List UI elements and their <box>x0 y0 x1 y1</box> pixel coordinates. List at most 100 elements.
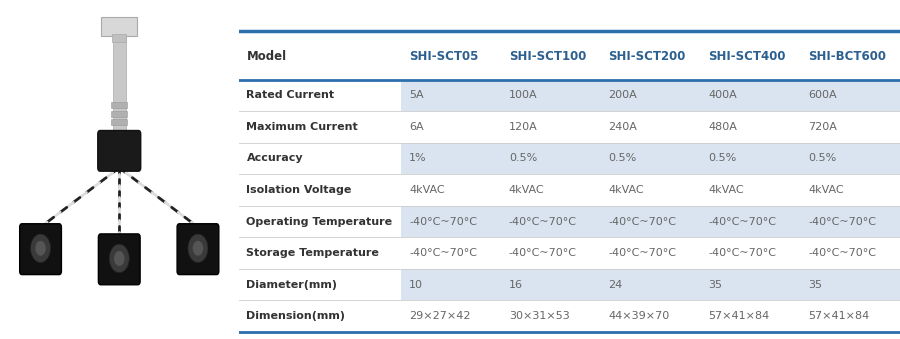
Circle shape <box>114 251 124 266</box>
Bar <box>401 143 501 174</box>
Text: Operating Temperature: Operating Temperature <box>247 217 392 226</box>
Text: -40°C~70°C: -40°C~70°C <box>708 248 777 258</box>
Bar <box>600 111 700 143</box>
Bar <box>401 206 501 237</box>
Bar <box>501 269 600 300</box>
Bar <box>800 111 900 143</box>
Bar <box>700 269 800 300</box>
FancyBboxPatch shape <box>98 131 140 171</box>
Circle shape <box>35 241 46 256</box>
Text: 29×27×42: 29×27×42 <box>409 311 471 321</box>
Text: 4kVAC: 4kVAC <box>608 185 644 195</box>
Circle shape <box>188 234 208 262</box>
FancyBboxPatch shape <box>177 224 219 275</box>
Bar <box>600 80 700 111</box>
Text: 100A: 100A <box>508 91 537 100</box>
Text: Isolation Voltage: Isolation Voltage <box>247 185 352 195</box>
Text: SHI-SCT200: SHI-SCT200 <box>608 50 686 63</box>
Text: -40°C~70°C: -40°C~70°C <box>708 217 777 226</box>
Text: SHI-SCT100: SHI-SCT100 <box>508 50 586 63</box>
Bar <box>800 300 900 332</box>
Text: Dimension(mm): Dimension(mm) <box>247 311 346 321</box>
Text: 120A: 120A <box>508 122 537 132</box>
Bar <box>600 237 700 269</box>
Bar <box>700 206 800 237</box>
Bar <box>501 300 600 332</box>
Text: Rated Current: Rated Current <box>247 91 335 100</box>
Bar <box>700 143 800 174</box>
Text: SHI-BCT600: SHI-BCT600 <box>808 50 886 63</box>
Bar <box>401 237 501 269</box>
Text: 1%: 1% <box>409 154 427 163</box>
Text: 480A: 480A <box>708 122 737 132</box>
Bar <box>501 237 600 269</box>
Text: SHI-SCT05: SHI-SCT05 <box>409 50 479 63</box>
Text: 44×39×70: 44×39×70 <box>608 311 670 321</box>
Bar <box>401 174 501 206</box>
Bar <box>700 300 800 332</box>
Text: 4kVAC: 4kVAC <box>808 185 844 195</box>
Text: 24: 24 <box>608 280 623 290</box>
Bar <box>600 206 700 237</box>
Bar <box>112 102 127 108</box>
Text: 600A: 600A <box>808 91 837 100</box>
Text: -40°C~70°C: -40°C~70°C <box>808 248 877 258</box>
Text: 30×31×53: 30×31×53 <box>508 311 570 321</box>
Bar <box>800 237 900 269</box>
Text: 200A: 200A <box>608 91 637 100</box>
Text: 57×41×84: 57×41×84 <box>808 311 869 321</box>
FancyBboxPatch shape <box>98 234 140 285</box>
Bar <box>800 174 900 206</box>
Bar <box>501 206 600 237</box>
Text: -40°C~70°C: -40°C~70°C <box>608 217 677 226</box>
Text: 0.5%: 0.5% <box>508 154 537 163</box>
Bar <box>401 300 501 332</box>
Bar <box>238 80 401 111</box>
Bar <box>238 269 401 300</box>
Bar <box>238 237 401 269</box>
Bar <box>238 143 401 174</box>
Circle shape <box>109 244 130 273</box>
Bar <box>700 80 800 111</box>
Bar <box>800 80 900 111</box>
Bar <box>501 174 600 206</box>
Bar <box>600 269 700 300</box>
Text: -40°C~70°C: -40°C~70°C <box>508 248 577 258</box>
Text: 4kVAC: 4kVAC <box>508 185 544 195</box>
Bar <box>401 269 501 300</box>
Text: 240A: 240A <box>608 122 637 132</box>
Text: 720A: 720A <box>808 122 837 132</box>
Text: Accuracy: Accuracy <box>247 154 303 163</box>
Text: 10: 10 <box>409 280 423 290</box>
Bar <box>501 143 600 174</box>
Bar <box>700 237 800 269</box>
Bar <box>700 174 800 206</box>
Text: 400A: 400A <box>708 91 737 100</box>
Bar <box>238 206 401 237</box>
Text: 5A: 5A <box>409 91 424 100</box>
Text: Maximum Current: Maximum Current <box>247 122 358 132</box>
Text: 16: 16 <box>508 280 523 290</box>
Text: -40°C~70°C: -40°C~70°C <box>508 217 577 226</box>
Text: 57×41×84: 57×41×84 <box>708 311 770 321</box>
Text: 0.5%: 0.5% <box>608 154 637 163</box>
Bar <box>238 174 401 206</box>
Text: 0.5%: 0.5% <box>708 154 736 163</box>
Bar <box>102 17 137 36</box>
Bar <box>800 143 900 174</box>
Bar <box>501 111 600 143</box>
Bar <box>112 111 127 117</box>
Bar <box>401 80 501 111</box>
Text: 6A: 6A <box>409 122 424 132</box>
Bar <box>112 34 126 42</box>
Text: 35: 35 <box>708 280 723 290</box>
Text: 35: 35 <box>808 280 823 290</box>
Bar <box>238 300 401 332</box>
Text: SHI-SCT400: SHI-SCT400 <box>708 50 786 63</box>
Bar <box>238 111 401 143</box>
Text: -40°C~70°C: -40°C~70°C <box>808 217 877 226</box>
Bar <box>501 80 600 111</box>
Text: Storage Temperature: Storage Temperature <box>247 248 379 258</box>
FancyBboxPatch shape <box>20 224 61 275</box>
Bar <box>800 206 900 237</box>
